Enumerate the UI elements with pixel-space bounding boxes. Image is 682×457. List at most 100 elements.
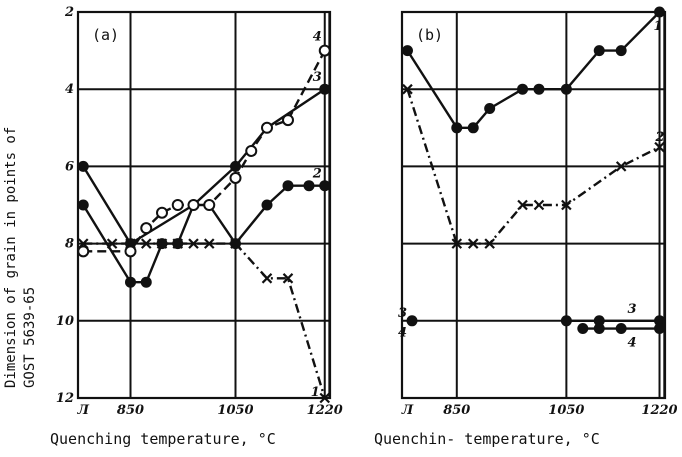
series-3: 3 — [560, 302, 666, 327]
plot-frame — [400, 10, 667, 400]
data-point — [171, 199, 184, 211]
panel-b: Л 850 1050 1220 Quenchin- temperature, °C (b)… — [374, 6, 678, 448]
x-tick-label: 1220 — [641, 403, 677, 418]
data-point — [517, 83, 529, 95]
data-point — [615, 45, 627, 57]
data-point — [303, 180, 315, 192]
data-point — [203, 238, 215, 249]
data-point — [261, 199, 273, 211]
data-point — [401, 45, 413, 57]
data-point — [156, 238, 168, 250]
series-label: 2 — [655, 130, 665, 145]
data-point — [125, 276, 136, 288]
data-point — [156, 206, 168, 219]
data-point — [140, 276, 152, 288]
y-tick-label: 4 — [65, 82, 74, 97]
data-point — [229, 171, 242, 184]
data-point — [451, 238, 463, 249]
data-point — [172, 238, 184, 250]
series-3: 3 — [77, 70, 331, 250]
y-tick-label: 2 — [64, 5, 74, 20]
data-point — [467, 238, 479, 249]
data-point — [517, 199, 528, 211]
data-point — [282, 180, 294, 192]
data-point — [560, 83, 572, 95]
y-axis-label-line2: GOST 5639-65 — [22, 287, 38, 388]
series-label: 1 — [311, 385, 320, 400]
series-line — [406, 11, 661, 130]
data-point — [282, 114, 294, 127]
y-tick-label: 6 — [65, 159, 74, 174]
series-4: 4 — [577, 323, 666, 351]
data-point — [319, 180, 331, 192]
data-point — [318, 44, 331, 57]
data-point — [203, 199, 216, 211]
data-point — [533, 83, 545, 95]
series-4: 4 — [77, 30, 331, 258]
data-point — [615, 323, 627, 335]
y-tick-label: 12 — [56, 391, 74, 406]
data-point — [560, 315, 572, 327]
data-point — [188, 238, 199, 249]
data-point — [593, 45, 605, 57]
series-label: 4 — [628, 336, 637, 351]
data-point — [467, 122, 479, 134]
data-point — [261, 273, 273, 284]
data-point — [654, 141, 665, 153]
y-axis-label: Dimension of grain in points of GOST 563… — [3, 127, 38, 388]
series-label: 4 — [313, 30, 322, 45]
data-point — [282, 273, 294, 284]
y-tick-label: 8 — [65, 237, 74, 252]
data-point — [484, 238, 495, 249]
x-axis-label: Quenching temperature, °C — [50, 430, 276, 448]
data-point — [245, 144, 258, 157]
data-point — [577, 323, 589, 335]
series-1: 1 — [401, 6, 666, 134]
series-line — [83, 50, 326, 253]
data-point — [593, 323, 605, 335]
data-point — [77, 160, 89, 172]
data-point — [77, 245, 90, 258]
x-tick-label: 1050 — [548, 403, 584, 418]
series-line — [82, 88, 326, 245]
series-label: 3 — [398, 306, 407, 321]
data-point — [230, 160, 241, 172]
data-point — [484, 103, 496, 114]
series-line — [82, 184, 325, 284]
data-point — [261, 121, 273, 134]
data-point — [319, 83, 331, 95]
series-label: 2 — [312, 167, 322, 182]
y-tick-label: 10 — [56, 314, 74, 329]
series-label: 4 — [398, 325, 407, 340]
data-point — [593, 315, 605, 327]
x-tick-label: Л — [401, 403, 414, 418]
x-axis-label: Quenchin- temperature, °C — [374, 430, 600, 448]
data-point — [187, 199, 200, 211]
data-point — [451, 122, 463, 134]
data-point — [77, 199, 89, 211]
data-point — [533, 199, 545, 211]
series-label: 3 — [313, 70, 322, 85]
data-point — [654, 315, 666, 327]
y-axis-label-line1: Dimension of grain in points of — [3, 127, 19, 388]
panel-label: (a) — [92, 26, 119, 44]
data-point — [124, 245, 137, 258]
data-point — [654, 6, 666, 18]
data-point — [230, 238, 241, 250]
data-point — [615, 161, 627, 172]
x-tick-label: 1050 — [217, 403, 253, 418]
data-point — [319, 392, 331, 404]
x-tick-label: Л — [77, 403, 90, 418]
data-point — [140, 238, 152, 249]
x-tick-label: 850 — [443, 403, 470, 418]
series-2: 2 — [77, 167, 331, 288]
data-point — [654, 323, 666, 335]
x-tick-label: 1220 — [307, 403, 343, 418]
data-point — [402, 83, 413, 95]
data-point — [561, 199, 572, 211]
panel-label: (b) — [416, 26, 443, 44]
series-label: 1 — [654, 19, 663, 34]
series-2: 2 — [402, 83, 665, 249]
